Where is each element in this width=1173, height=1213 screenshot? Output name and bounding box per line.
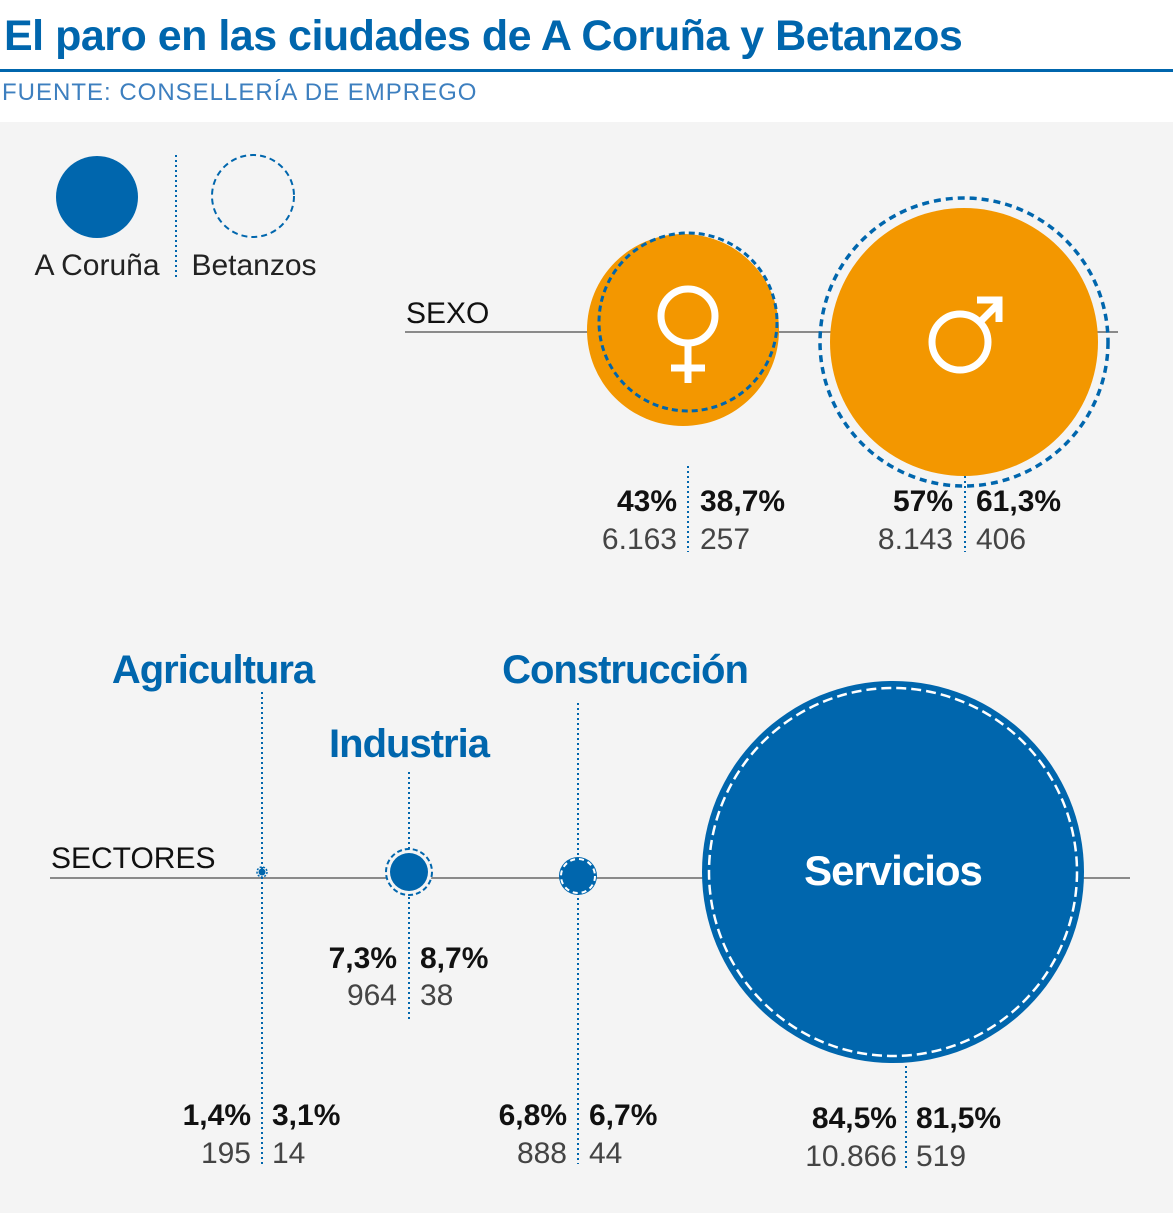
sectores-row-label: SECTORES — [51, 842, 216, 875]
legend-acoruna-swatch — [56, 156, 138, 238]
hombres-acoruna-pct: 57% — [893, 485, 953, 518]
servicios-betanzos-bubble — [707, 686, 1079, 1058]
chart-title: El paro en las ciudades de A Coruña y Be… — [4, 12, 963, 60]
mujeres-acoruna-count: 6.163 — [602, 523, 677, 556]
sexo-row-label: SEXO — [406, 297, 489, 330]
mujeres-betanzos-count: 257 — [700, 523, 750, 556]
hombres-betanzos-pct: 61,3% — [976, 485, 1061, 518]
hombres-betanzos-count: 406 — [976, 523, 1026, 556]
agricultura-betanzos-count: 14 — [272, 1137, 305, 1170]
servicios-acoruna-pct: 84,5% — [812, 1102, 897, 1135]
construccion-acoruna-count: 888 — [517, 1137, 567, 1170]
industria-betanzos-pct: 8,7% — [420, 942, 488, 975]
mujeres-betanzos-bubble — [597, 231, 779, 413]
legend-betanzos-swatch — [211, 154, 295, 238]
hombres-acoruna-count: 8.143 — [878, 523, 953, 556]
construccion-acoruna-pct: 6,8% — [499, 1099, 567, 1132]
construccion-betanzos-bubble — [560, 858, 596, 894]
construccion-acoruna-bubble — [559, 857, 597, 895]
legend-betanzos-label: Betanzos — [191, 249, 316, 282]
mujeres-betanzos-pct: 38,7% — [700, 485, 785, 518]
hombres-acoruna-bubble — [830, 208, 1098, 476]
servicios-betanzos-pct: 81,5% — [916, 1102, 1001, 1135]
industria-acoruna-count: 964 — [347, 979, 397, 1012]
servicios-label: Servicios — [804, 847, 982, 894]
title-rule — [0, 69, 1173, 72]
servicios-betanzos-count: 519 — [916, 1140, 966, 1173]
legend-acoruna-label: A Coruña — [34, 249, 159, 282]
sectores-section: SECTORES Agricultura 1,4% 195 3,1% 14 In… — [50, 648, 1130, 1173]
industria-acoruna-bubble — [390, 853, 428, 891]
industria-acoruna-pct: 7,3% — [329, 942, 397, 975]
mujeres-acoruna-pct: 43% — [617, 485, 677, 518]
industria-label: Industria — [329, 722, 491, 766]
agricultura-betanzos-pct: 3,1% — [272, 1099, 340, 1132]
construccion-betanzos-count: 44 — [589, 1137, 622, 1170]
industria-betanzos-count: 38 — [420, 979, 453, 1012]
agricultura-label: Agricultura — [112, 648, 316, 692]
male-symbol-icon — [928, 296, 1003, 374]
source-note: FUENTE: CONSELLERÍA DE EMPREGO — [2, 79, 478, 106]
servicios-acoruna-count: 10.866 — [805, 1140, 897, 1173]
sexo-section: SEXO 43% 6.163 38,7% 257 57% 8.143 61,3%… — [405, 196, 1118, 556]
legend: A Coruña Betanzos — [34, 154, 317, 282]
agricultura-acoruna-bubble — [258, 868, 266, 876]
female-symbol-icon — [657, 285, 719, 383]
agricultura-acoruna-pct: 1,4% — [183, 1099, 251, 1132]
servicios-acoruna-bubble — [702, 681, 1084, 1063]
agricultura-acoruna-count: 195 — [201, 1137, 251, 1170]
construccion-label: Construcción — [502, 648, 748, 692]
hombres-betanzos-bubble — [818, 196, 1110, 488]
mujeres-acoruna-bubble — [587, 234, 779, 426]
agricultura-betanzos-bubble — [256, 866, 268, 878]
construccion-betanzos-pct: 6,7% — [589, 1099, 657, 1132]
